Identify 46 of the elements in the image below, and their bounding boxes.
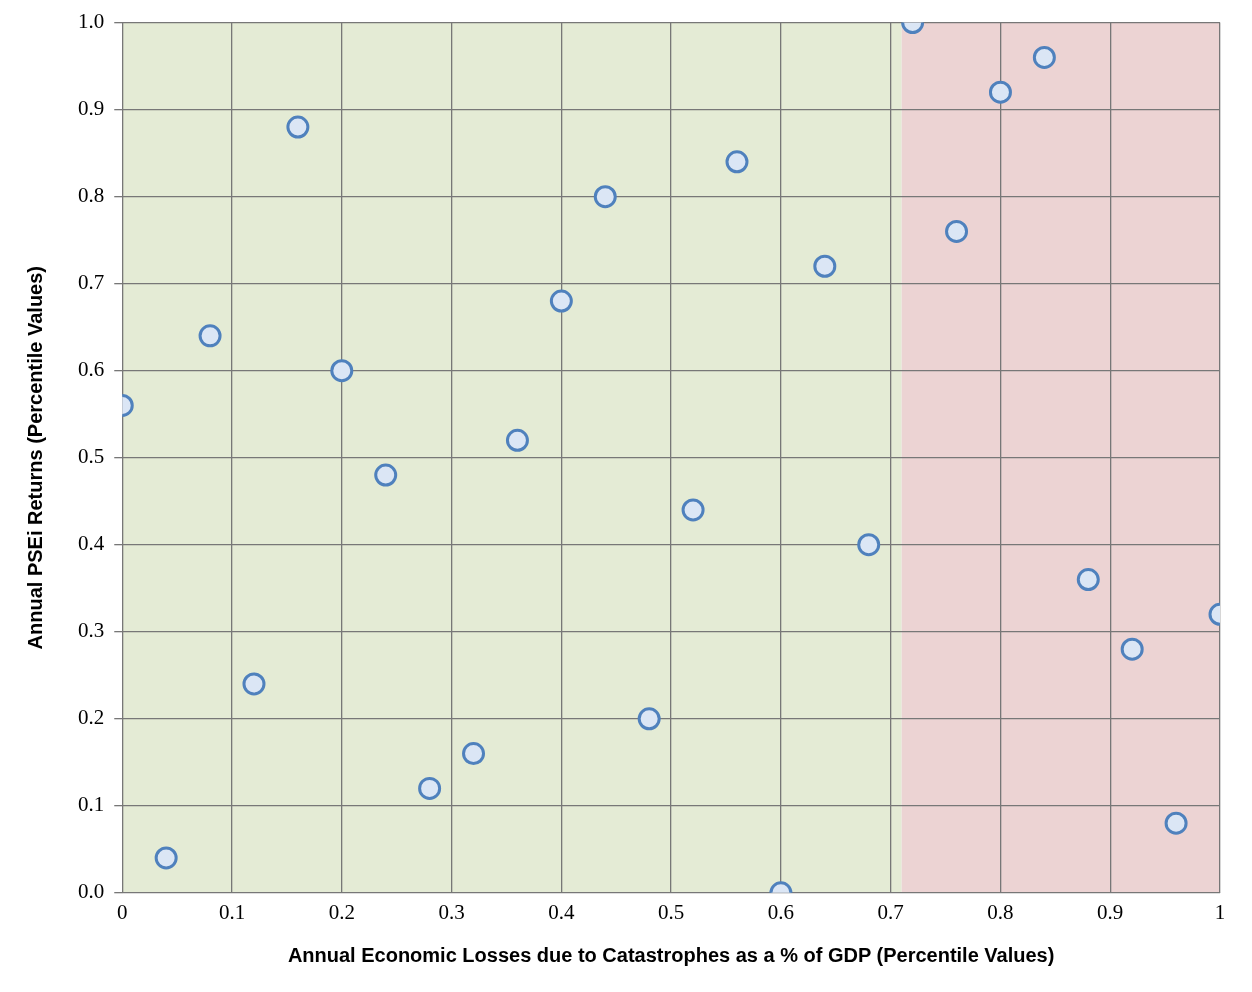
- point: [374, 463, 398, 487]
- x-tick-label: 0.5: [658, 899, 685, 924]
- point: [945, 219, 969, 243]
- y-tick-label: 0.6: [78, 357, 105, 382]
- point: [462, 742, 486, 766]
- x-tick-label: 0: [117, 899, 128, 924]
- y-tick-label: 1.0: [78, 9, 105, 34]
- point: [505, 428, 529, 452]
- x-axis-title: Annual Economic Losses due to Catastrophes as a % of GDP (Percentile Values): [287, 943, 1055, 966]
- point: [857, 533, 881, 557]
- point: [418, 776, 442, 800]
- point: [330, 359, 354, 383]
- point: [1076, 568, 1100, 592]
- point: [198, 324, 222, 348]
- y-tick-label: 0.1: [78, 792, 105, 817]
- y-tick-label: 0.9: [78, 96, 105, 121]
- x-tick-label: 0.6: [767, 899, 795, 924]
- x-tick-label: 0.3: [438, 899, 465, 924]
- x-tick-label: 0.1: [218, 899, 246, 924]
- x-tick-label: 0.8: [987, 899, 1014, 924]
- y-tick-label: 0.3: [78, 618, 105, 643]
- point: [988, 80, 1012, 104]
- point: [813, 254, 837, 278]
- y-tick-label: 0.8: [78, 183, 105, 208]
- x-tick-label: 0.7: [877, 899, 904, 924]
- point: [1032, 45, 1056, 69]
- point: [549, 289, 573, 313]
- point: [681, 498, 705, 522]
- point: [593, 185, 617, 209]
- point: [1164, 811, 1188, 835]
- point: [242, 672, 266, 696]
- y-tick-label: 0.4: [78, 531, 105, 556]
- y-tick-label: 0.7: [78, 270, 105, 295]
- x-tick-label: 0.9: [1097, 899, 1124, 924]
- point: [637, 707, 661, 731]
- point: [1120, 637, 1144, 661]
- y-axis-title: Annual PSEi Returns (Percentile Values): [23, 265, 46, 650]
- y-tick-label: 0.5: [78, 444, 105, 469]
- point: [154, 846, 178, 870]
- x-tick-label: 1: [1214, 899, 1226, 924]
- y-tick-label: 0.0: [78, 879, 105, 904]
- x-tick-label: 0.4: [548, 899, 575, 924]
- point: [725, 150, 749, 174]
- y-tick-label: 0.2: [78, 705, 105, 730]
- point: [286, 115, 310, 139]
- x-tick-label: 0.2: [328, 899, 355, 924]
